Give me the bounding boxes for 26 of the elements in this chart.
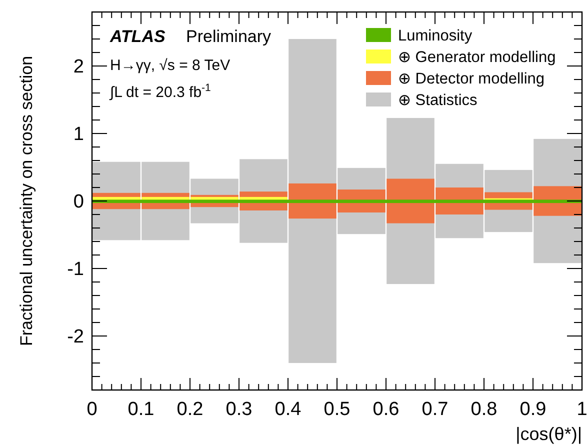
x-tick-label: 0.1 xyxy=(128,399,154,420)
x-tick-label: 0.2 xyxy=(176,399,204,420)
x-tick-label: 0.5 xyxy=(324,399,350,420)
x-tick-label: 1 xyxy=(576,399,587,420)
legend-label: Luminosity xyxy=(398,27,472,44)
y-tick-label: -1 xyxy=(67,259,84,280)
y-tick-label: 1 xyxy=(73,124,84,146)
x-tick-label: 0 xyxy=(86,399,98,420)
x-tick-label: 0.8 xyxy=(470,399,498,420)
x-axis-title: |cos(θ*)| xyxy=(516,424,582,444)
x-tick-label: 0.3 xyxy=(226,399,252,420)
x-tick-label: 0.6 xyxy=(372,399,400,420)
x-tick-label: 0.9 xyxy=(520,399,546,420)
annotation: H→γγ, √s = 8 TeV xyxy=(110,57,230,74)
annotation: ∫L dt = 20.3 fb$^{-1}$ xyxy=(109,82,212,101)
y-axis-title: Fractional uncertainty on cross section xyxy=(17,56,36,346)
legend-label: ⊕ Generator modelling xyxy=(398,48,556,66)
y-tick-label: -2 xyxy=(67,326,84,348)
y-tick-label: 0 xyxy=(73,192,84,213)
y-tick-label: 2 xyxy=(73,56,84,78)
x-tick-label: 0.7 xyxy=(422,399,448,420)
annotation: ATLAS xyxy=(109,27,166,46)
annotation: Preliminary xyxy=(186,27,272,46)
legend-label: ⊕ Statistics xyxy=(398,92,478,109)
x-tick-label: 0.4 xyxy=(274,399,302,420)
legend-label: ⊕ Detector modelling xyxy=(398,70,545,88)
